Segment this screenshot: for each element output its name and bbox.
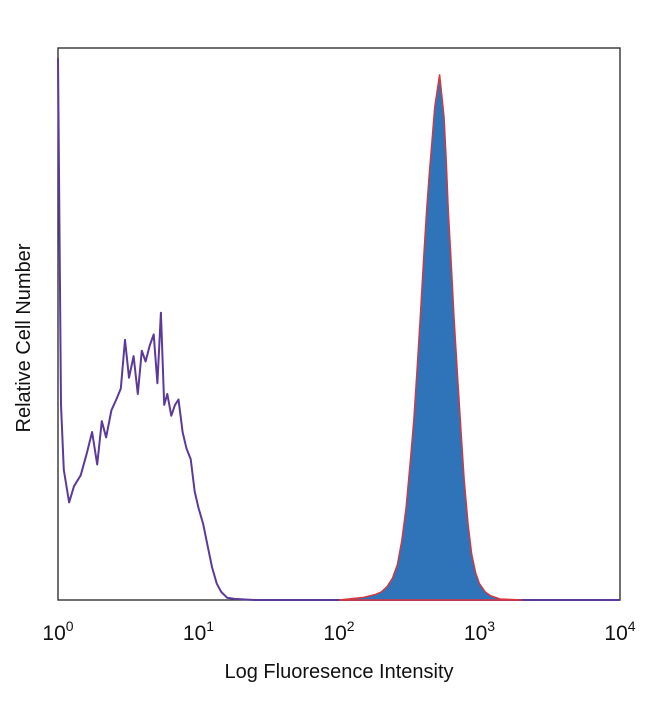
plot-frame [57, 47, 621, 601]
x-tick-label: 104 [604, 618, 635, 645]
x-tick-layer: 100 101 102 103 104 [42, 618, 635, 645]
outline-histogram-series [57, 57, 620, 601]
x-tick-label: 100 [42, 618, 73, 645]
x-tick-label: 102 [323, 618, 354, 645]
filled-histogram-series [338, 74, 522, 601]
x-axis-label: Log Fluoresence Intensity [224, 661, 453, 683]
x-tick-label: 103 [464, 618, 495, 645]
x-tick-label: 101 [183, 618, 214, 645]
series-layer [57, 57, 620, 601]
y-axis-label: Relative Cell Number [13, 243, 35, 432]
